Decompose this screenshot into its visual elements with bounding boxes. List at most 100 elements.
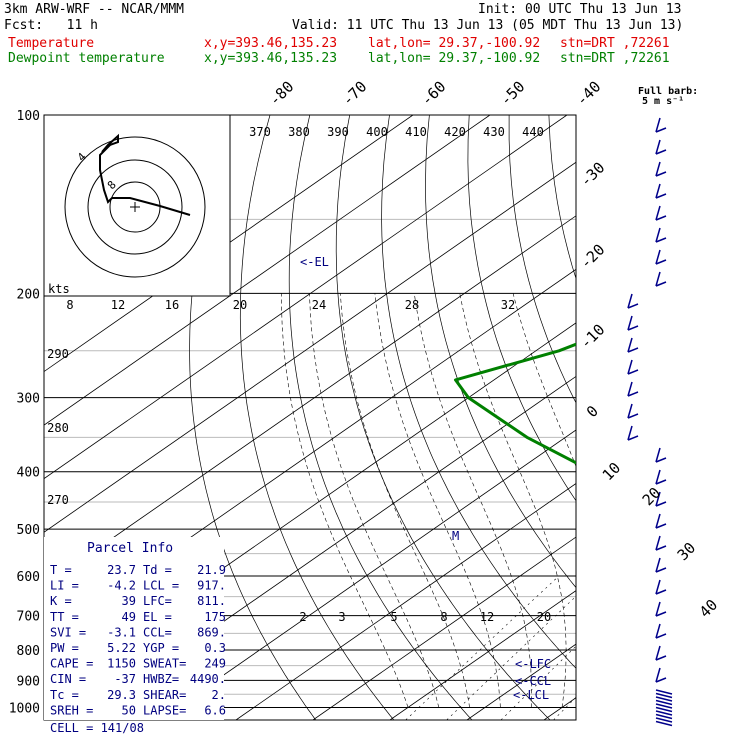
hodograph-box (43, 114, 231, 297)
moist-adiabat (414, 293, 532, 708)
wind-barb (655, 667, 661, 683)
dry-adiabat (669, 115, 740, 720)
dewpoint-latlon: lat,lon= 29.37,-100.92 (368, 51, 541, 66)
dewpoint-legend: Dewpoint temperature (8, 51, 165, 66)
isotherm-line (44, 115, 568, 480)
dewpoint-profile (454, 342, 576, 465)
wind-barb (655, 127, 667, 133)
moist-adiabat (653, 293, 706, 707)
isotherm-label: -60 (418, 78, 450, 110)
parcel-row-label: CAPE = (50, 657, 93, 671)
wind-barb (655, 205, 661, 221)
wind-barb (655, 720, 673, 727)
wind-barb (627, 381, 633, 397)
wind-barb (655, 710, 673, 716)
mixing-ratio-label: 12 (480, 610, 494, 624)
init-time: Init: 00 UTC Thu 13 Jun 13 (478, 2, 682, 17)
wind-barb (655, 491, 661, 507)
parcel-row-label: SWEAT= (143, 657, 186, 671)
wind-barb (655, 535, 661, 551)
parcel-row-value: -37 (114, 672, 136, 686)
wind-barb (627, 315, 633, 331)
theta-label: 280 (47, 421, 69, 435)
moist-adiabat (281, 293, 409, 708)
wind-barb (655, 513, 661, 529)
wind-barb (627, 403, 633, 419)
wind-barb (627, 391, 639, 397)
wind-barb (655, 677, 667, 683)
wind-barb (627, 325, 639, 331)
wind-barb (655, 469, 661, 485)
wind-barb (627, 347, 639, 353)
valid-time: Valid: 11 UTC Thu 13 Jun 13 (05 MDT Thu … (292, 18, 684, 33)
mixing-ratio-label: 5 (390, 610, 397, 624)
hodo-speed-label: 20 (233, 298, 247, 312)
parcel-row-value: 175 (204, 610, 226, 624)
barb-legend-value: 5 m s⁻¹ (642, 96, 684, 107)
parcel-row-label: TT = (50, 610, 79, 624)
parcel-row-value: 50 (122, 703, 136, 717)
mixing-ratio-line (405, 575, 560, 720)
parcel-row-label: HWBZ= (143, 672, 179, 686)
dry-adiabat (189, 115, 316, 720)
isotherm-label: -50 (497, 78, 529, 110)
wind-barb (655, 589, 667, 595)
parcel-row-label: PW = (50, 641, 79, 655)
wind-barb (627, 369, 639, 375)
wind-barb (655, 717, 673, 723)
theta-label: 380 (288, 125, 310, 139)
parcel-row-label: CCL= (143, 625, 172, 639)
pressure-label: 1000 (9, 701, 40, 716)
pressure-label: 100 (17, 109, 40, 124)
isotherm-label: -30 (577, 159, 609, 191)
wind-barb (655, 633, 667, 639)
mixing-ratio-line (664, 576, 740, 720)
wind-barb (655, 161, 661, 177)
wind-barb (655, 447, 661, 463)
wind-barb (655, 557, 661, 573)
isotherm-label: 20 (639, 484, 665, 510)
temperature-xy: x,y=393.46,135.23 (204, 36, 338, 51)
hodo-speed-label: 16 (165, 298, 179, 312)
dry-adiabat (548, 115, 576, 280)
dry-adiabat (288, 115, 473, 720)
moist-adiabat (577, 293, 652, 707)
theta-label: 290 (47, 347, 69, 361)
moist-adiabat (309, 293, 440, 708)
isotherm-label: 30 (674, 539, 700, 565)
isotherm-line (698, 115, 740, 720)
isotherm-line (44, 161, 576, 533)
hodograph-ring (87, 159, 183, 255)
mixing-ratio-label: 20 (537, 610, 551, 624)
wind-barb (655, 139, 661, 155)
isotherm-line (312, 536, 576, 720)
isotherm-label: -80 (266, 78, 298, 110)
parcel-row-value: 29.3 (107, 688, 136, 702)
isotherm-label: 10 (599, 459, 625, 485)
pressure-label: 600 (17, 570, 40, 585)
wind-barb (655, 579, 661, 595)
isotherm-label: -20 (577, 241, 609, 273)
isotherm-label: -10 (577, 321, 609, 353)
hodo-speed-label: 32 (501, 298, 515, 312)
wind-barb (655, 183, 661, 199)
wind-barb (655, 699, 673, 706)
parcel-row-value: 4490. (190, 672, 226, 686)
wind-barb (655, 501, 667, 507)
theta-label: 440 (522, 125, 544, 139)
parcel-row-label: Td = (143, 563, 172, 577)
temperature-profile (668, 115, 740, 707)
dry-adiabat (508, 115, 576, 404)
wind-barb (655, 692, 673, 699)
isotherm-line (44, 115, 414, 373)
pressure-label: 400 (17, 466, 40, 481)
dewpoint-xy: x,y=393.46,135.23 (204, 51, 338, 66)
isotherm-label: -70 (339, 78, 371, 110)
parcel-row-value: -3.1 (107, 625, 136, 639)
temperature-latlon: lat,lon= 29.37,-100.92 (368, 36, 541, 51)
mixing-ratio-line (601, 576, 740, 720)
isotherm-line (621, 115, 740, 720)
wind-barb (655, 689, 673, 695)
lfc-label: <-LFC (515, 657, 551, 671)
theta-label: 370 (249, 125, 271, 139)
